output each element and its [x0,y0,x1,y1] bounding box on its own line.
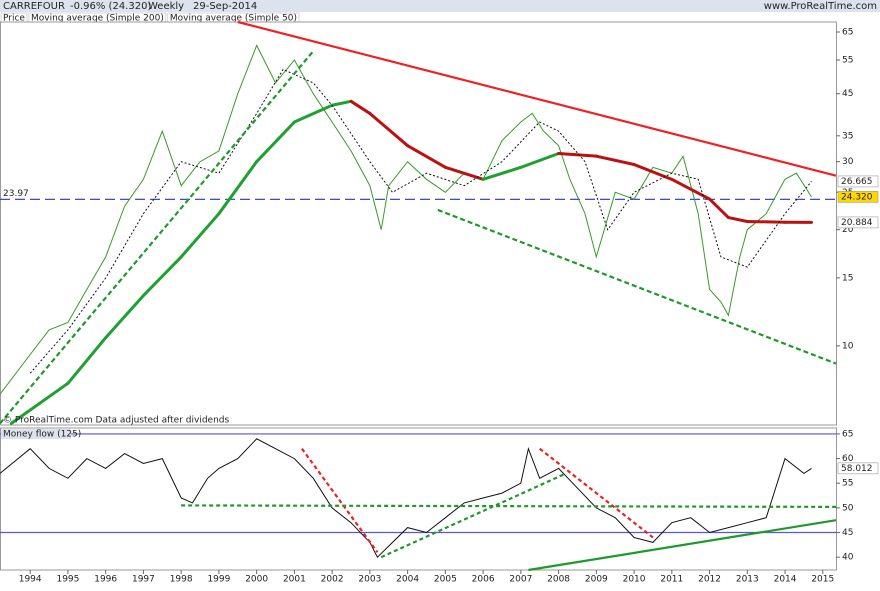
x-tick-label: 2002 [321,575,344,585]
x-tick-label: 2011 [660,575,683,585]
panel-title: Money flow (125) [3,430,81,440]
x-tick-label: 1999 [207,575,230,585]
x-tick-label: 1996 [94,575,117,585]
x-tick-label: 2005 [434,575,457,585]
x-tick-label: 1997 [132,575,155,585]
y-tick-label: 65 [842,28,853,38]
y-tick-label: 40 [842,553,854,563]
x-tick-label: 2009 [585,575,608,585]
value-tag-label: 20.884 [841,218,873,228]
x-tick-label: 2006 [472,575,495,585]
value-tag-label: 24.320 [841,192,873,202]
panel [1,22,837,425]
x-tick-label: 2003 [358,575,381,585]
note: © ProRealTime.com Data adjusted after di… [3,416,229,426]
x-tick-label: 1995 [56,575,79,585]
x-tick-label: 1994 [19,575,42,585]
x-tick-label: 2004 [396,575,419,585]
x-tick-label: 2014 [774,575,797,585]
period: Weekly [148,1,184,12]
y-tick-label: 55 [842,479,853,489]
y-tick-label: 55 [842,56,853,66]
date: 29-Sep-2014 [193,1,257,12]
x-tick-label: 2015 [811,575,834,585]
y-tick-label: 35 [842,131,853,141]
x-tick-label: 2001 [283,575,306,585]
y-tick-label: 45 [842,89,853,99]
y-tick-label: 60 [842,454,854,464]
x-tick-label: 2010 [623,575,646,585]
x-tick-label: 2000 [245,575,268,585]
value-tag-label: 58.012 [841,464,873,474]
x-tick-label: 2012 [698,575,721,585]
site: www.ProRealTime.com [764,1,877,12]
y-tick-label: 45 [842,528,853,538]
y-tick-label: 50 [842,503,854,513]
value-tag-label: 26.665 [841,177,873,187]
symbol: CARREFOUR [3,1,65,12]
change: -0.96% (24.320) [70,1,151,12]
y-tick-label: 15 [842,273,853,283]
y-tick-label: 10 [842,341,854,351]
x-tick-label: 1998 [170,575,193,585]
y-tick-label: 30 [842,157,854,167]
x-tick-label: 2007 [509,575,532,585]
y-tick-label: 65 [842,429,853,439]
panel [1,428,837,570]
x-tick-label: 2013 [736,575,759,585]
horizontal-line-label: 23.97 [3,189,29,199]
x-tick-label: 2008 [547,575,570,585]
